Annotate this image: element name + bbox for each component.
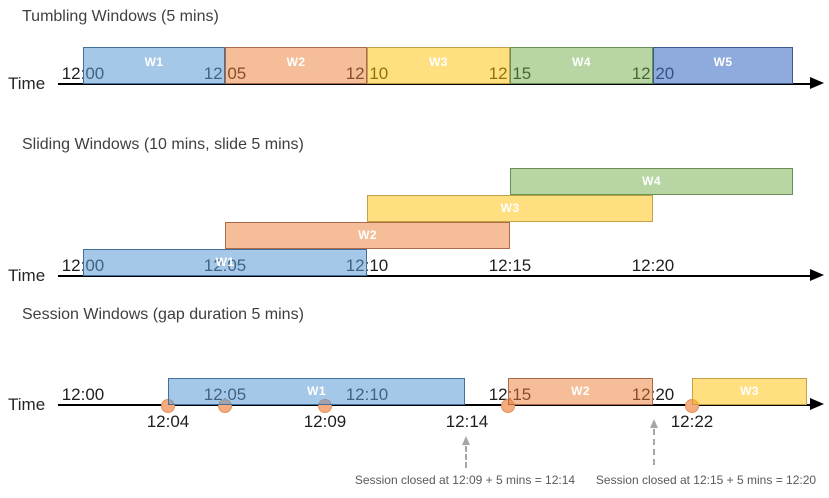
section-title-tumbling: Tumbling Windows (5 mins): [22, 8, 219, 25]
time-axis-label: Time: [8, 74, 46, 93]
window-bar-tumbling-w1: W1: [83, 47, 225, 84]
window-bar-sliding-w4: W4: [510, 168, 793, 195]
tick-label: 12:15: [488, 256, 532, 275]
window-label: W1: [215, 255, 235, 269]
session-closed-note: Session closed at 12:09 + 5 mins = 12:14: [354, 473, 576, 487]
window-label: W1: [307, 384, 326, 398]
section-title-session: Session Windows (gap duration 5 mins): [22, 306, 304, 323]
window-bar-tumbling-w3: W3: [367, 47, 510, 84]
up-arrow-icon: [461, 436, 470, 445]
event-time-label: 12:22: [670, 412, 714, 431]
tick-label: 12:00: [61, 385, 105, 404]
window-bar-tumbling-w2: W2: [225, 47, 367, 84]
event-time-label: 12:14: [445, 412, 489, 431]
window-label: W2: [358, 228, 377, 242]
session-closed-note: Session closed at 12:15 + 5 mins = 12:20: [595, 473, 817, 487]
annotation-dashed-line: [653, 429, 655, 465]
window-bar-tumbling-w4: W4: [510, 47, 653, 84]
window-bar-tumbling-w5: W5: [653, 47, 793, 84]
section-title-sliding: Sliding Windows (10 mins, slide 5 mins): [22, 136, 304, 153]
window-bar-sliding-w1: W1: [83, 249, 367, 276]
window-label: W2: [286, 55, 306, 69]
window-label: W4: [642, 174, 661, 188]
window-bar-session-w3: W3: [692, 378, 807, 405]
window-label: W3: [429, 55, 448, 69]
window-label: W2: [571, 384, 590, 398]
up-arrow-icon: [649, 419, 658, 428]
window-label: W4: [572, 55, 591, 69]
time-axis: [58, 275, 812, 277]
tick-label: 12:20: [631, 256, 675, 275]
axis-arrowhead: [810, 77, 824, 89]
time-axis: [58, 404, 812, 406]
window-label: W5: [713, 55, 733, 69]
axis-arrowhead: [810, 398, 824, 410]
window-label: W3: [500, 201, 520, 215]
window-bar-session-w2: W2: [508, 378, 653, 405]
time-axis: [58, 83, 812, 85]
window-bar-session-w1: W1: [168, 378, 465, 405]
annotation-dashed-line: [465, 446, 467, 468]
time-axis-label: Time: [8, 266, 46, 285]
event-time-label: 12:04: [146, 412, 190, 431]
window-label: W3: [740, 384, 759, 398]
window-bar-sliding-w2: W2: [225, 222, 510, 249]
time-axis-label: Time: [8, 395, 46, 414]
event-time-label: 12:09: [303, 412, 347, 431]
axis-arrowhead: [810, 269, 824, 281]
window-label: W1: [144, 55, 164, 69]
window-bar-sliding-w3: W3: [367, 195, 653, 222]
